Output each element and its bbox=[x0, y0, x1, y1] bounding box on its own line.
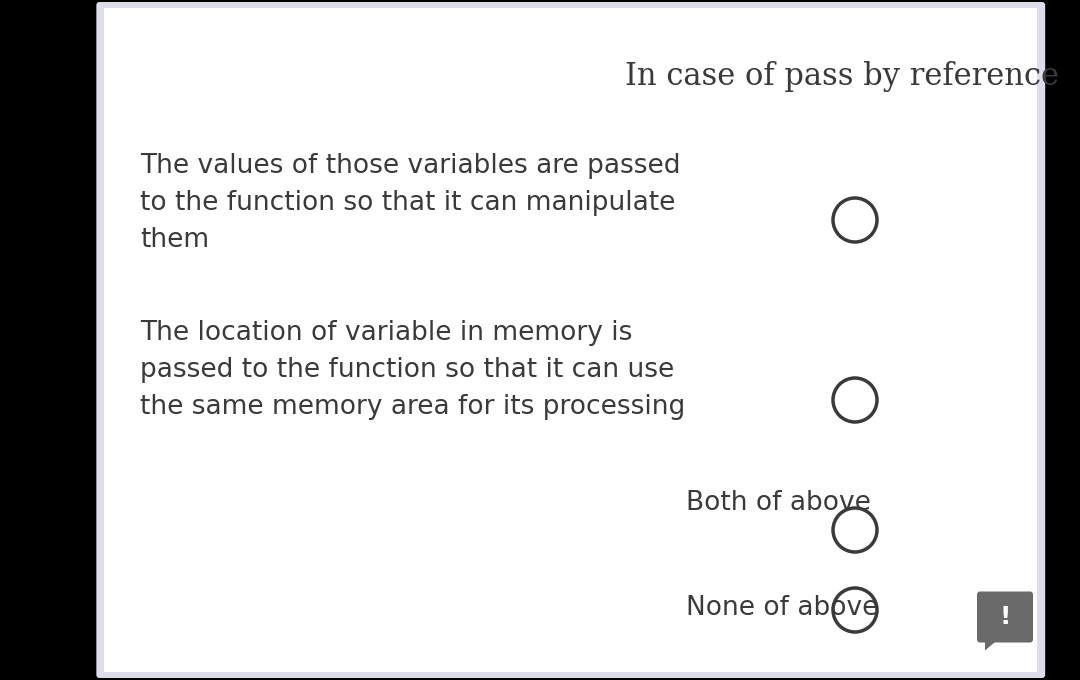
Polygon shape bbox=[985, 639, 998, 651]
Text: The location of variable in memory is
passed to the function so that it can use
: The location of variable in memory is pa… bbox=[140, 320, 686, 420]
FancyBboxPatch shape bbox=[105, 8, 1037, 672]
FancyBboxPatch shape bbox=[96, 2, 1045, 678]
Text: !: ! bbox=[999, 605, 1011, 629]
Text: The values of those variables are passed
to the function so that it can manipula: The values of those variables are passed… bbox=[140, 153, 680, 253]
FancyBboxPatch shape bbox=[977, 592, 1032, 643]
Text: In case of pass by reference: In case of pass by reference bbox=[625, 61, 1059, 92]
Text: None of above: None of above bbox=[686, 595, 878, 621]
Text: Both of above: Both of above bbox=[686, 490, 870, 515]
